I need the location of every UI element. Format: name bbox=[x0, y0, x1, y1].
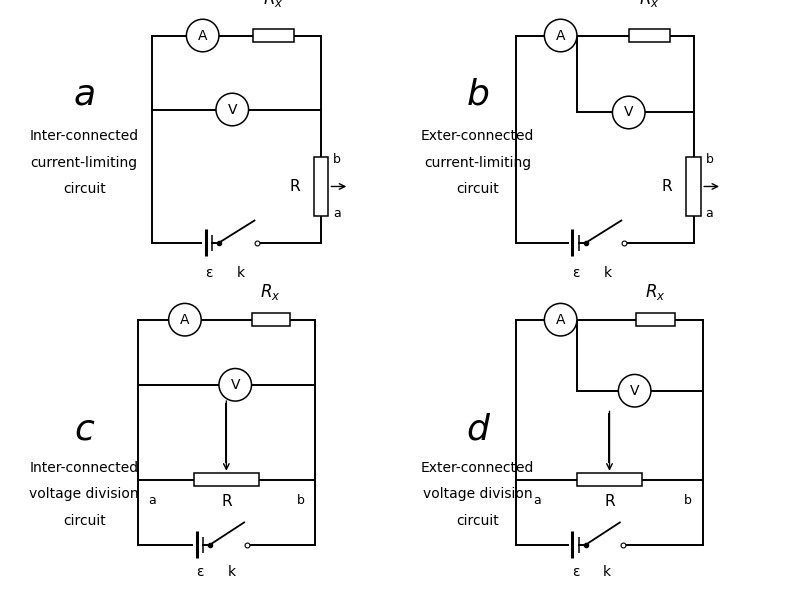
Text: V: V bbox=[624, 105, 634, 120]
Text: ε: ε bbox=[196, 565, 204, 580]
Text: $R_x$: $R_x$ bbox=[645, 282, 666, 302]
Bar bbox=[636, 314, 674, 326]
Text: c: c bbox=[74, 412, 94, 446]
Text: A: A bbox=[556, 28, 565, 43]
Text: a: a bbox=[73, 78, 95, 112]
Text: circuit: circuit bbox=[456, 182, 499, 197]
Text: R: R bbox=[289, 179, 300, 194]
Text: R: R bbox=[604, 494, 615, 509]
Text: current-limiting: current-limiting bbox=[424, 156, 531, 170]
Circle shape bbox=[219, 368, 252, 401]
Text: b: b bbox=[684, 494, 692, 507]
Bar bbox=[577, 474, 642, 485]
Text: ε: ε bbox=[571, 565, 579, 580]
Circle shape bbox=[168, 303, 201, 336]
Text: b: b bbox=[297, 494, 305, 507]
Text: $R_x$: $R_x$ bbox=[264, 0, 284, 9]
Text: circuit: circuit bbox=[63, 182, 105, 197]
Text: Inter-connected: Inter-connected bbox=[30, 461, 139, 475]
Circle shape bbox=[545, 19, 577, 52]
Circle shape bbox=[545, 303, 577, 336]
Text: b: b bbox=[333, 153, 341, 166]
Text: current-limiting: current-limiting bbox=[31, 156, 138, 170]
Text: A: A bbox=[198, 28, 208, 43]
Bar bbox=[194, 474, 259, 485]
Text: voltage division: voltage division bbox=[423, 487, 533, 501]
Text: k: k bbox=[227, 565, 235, 580]
Text: $R_x$: $R_x$ bbox=[260, 282, 281, 302]
Text: k: k bbox=[604, 266, 612, 281]
Text: V: V bbox=[227, 102, 237, 117]
Text: A: A bbox=[180, 313, 190, 327]
Text: k: k bbox=[603, 565, 611, 580]
Text: a: a bbox=[706, 207, 714, 220]
Text: V: V bbox=[231, 378, 240, 392]
Text: k: k bbox=[237, 266, 246, 281]
Bar bbox=[252, 314, 290, 326]
Text: circuit: circuit bbox=[456, 514, 499, 528]
Text: R: R bbox=[221, 494, 231, 509]
Text: Inter-connected: Inter-connected bbox=[30, 129, 139, 143]
Bar bbox=[629, 29, 671, 42]
Text: $R_x$: $R_x$ bbox=[639, 0, 660, 9]
Text: R: R bbox=[662, 179, 673, 194]
Text: ε: ε bbox=[205, 266, 212, 281]
Text: a: a bbox=[333, 207, 341, 220]
Text: Exter-connected: Exter-connected bbox=[421, 129, 534, 143]
Text: a: a bbox=[533, 494, 541, 507]
Circle shape bbox=[187, 19, 219, 52]
Text: circuit: circuit bbox=[63, 514, 105, 528]
Bar bbox=[686, 157, 701, 216]
Text: Exter-connected: Exter-connected bbox=[421, 461, 534, 475]
Text: A: A bbox=[556, 313, 565, 327]
Bar bbox=[253, 29, 294, 42]
Text: a: a bbox=[149, 494, 157, 507]
Text: d: d bbox=[467, 412, 490, 446]
Bar bbox=[314, 157, 328, 216]
Text: V: V bbox=[630, 384, 639, 398]
Text: b: b bbox=[706, 153, 714, 166]
Circle shape bbox=[619, 374, 651, 407]
Circle shape bbox=[612, 96, 645, 128]
Circle shape bbox=[216, 93, 249, 126]
Text: ε: ε bbox=[571, 266, 579, 281]
Text: b: b bbox=[467, 78, 490, 112]
Text: voltage division: voltage division bbox=[29, 487, 139, 501]
